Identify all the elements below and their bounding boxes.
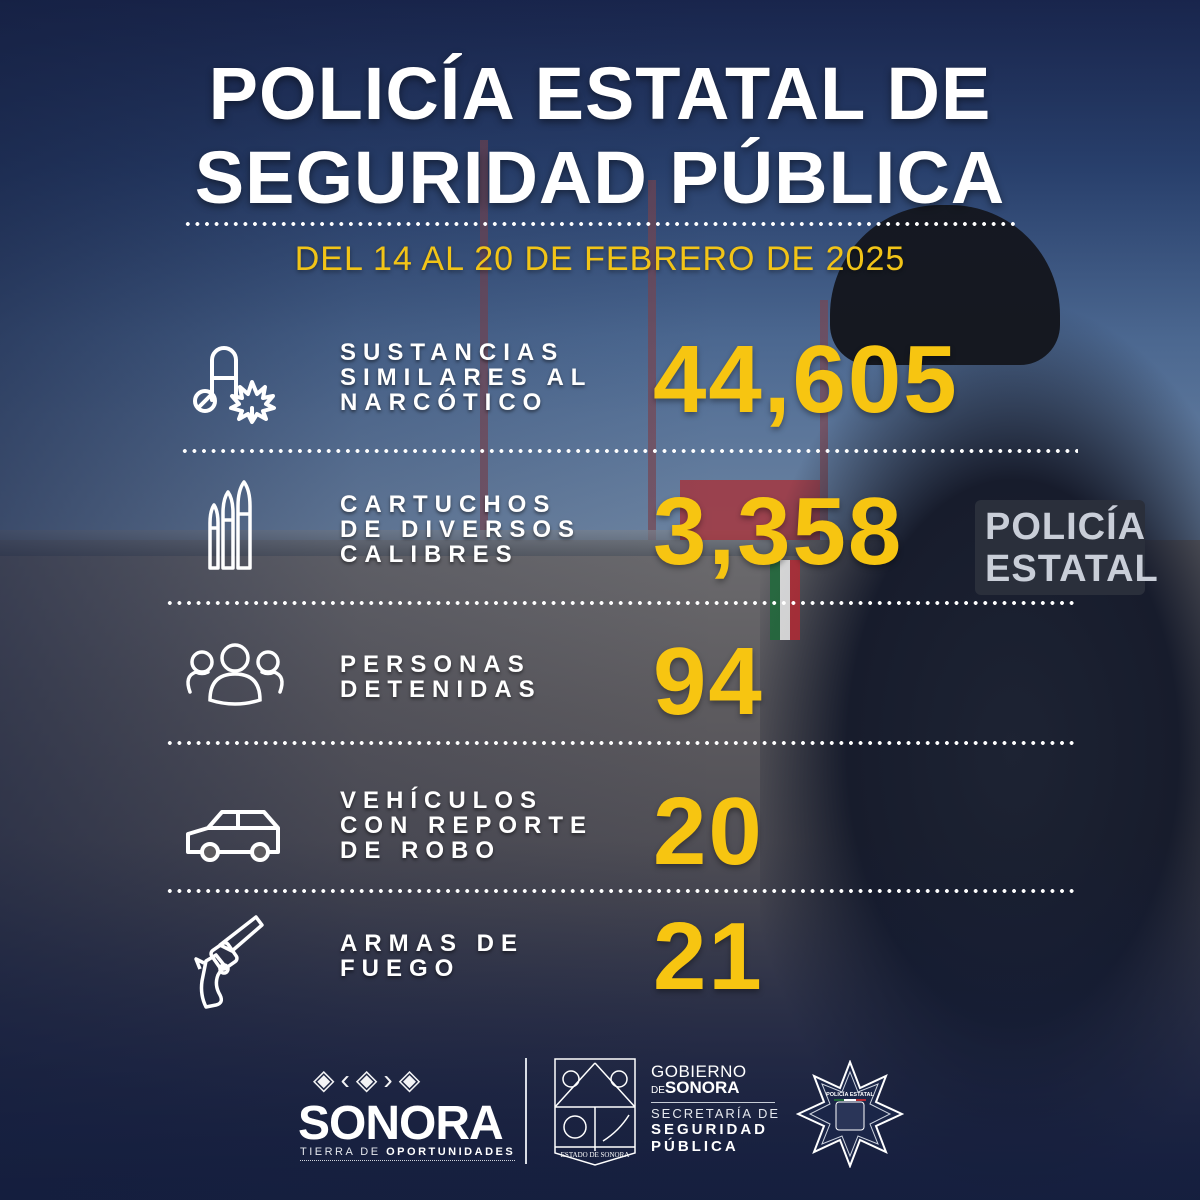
bullets-icon	[208, 480, 252, 570]
dotted-divider	[165, 741, 1078, 745]
car-icon	[186, 810, 280, 862]
title-line-2: SEGURIDAD PÚBLICA	[194, 136, 1006, 219]
stat-label-drugs: SUSTANCIAS SIMILARES AL NARCÓTICO	[340, 339, 593, 416]
drugs-icon	[193, 346, 276, 424]
sonora-wordmark: SONORA	[298, 1097, 504, 1150]
page-title: POLICÍA ESTATAL DE SEGURIDAD PÚBLICA	[0, 52, 1200, 220]
stat-value-firearms: 21	[653, 903, 764, 1010]
gobierno-line-2: DESONORA	[651, 1078, 740, 1097]
dotted-divider	[180, 449, 1078, 453]
stat-value-detained: 94	[653, 628, 764, 735]
stat-label-firearms: ARMAS DE FUEGO	[340, 930, 525, 982]
people-icon	[186, 643, 284, 706]
title-line-1: POLICÍA ESTATAL DE	[208, 52, 992, 135]
secretaria-line-2: SEGURIDAD	[651, 1121, 769, 1138]
stat-label-detained: PERSONAS DETENIDAS	[340, 651, 542, 703]
stat-value-vehicles: 20	[653, 778, 764, 885]
svg-text:ESTADO DE SONORA: ESTADO DE SONORA	[561, 1151, 630, 1159]
sonora-coat-of-arms-icon: ESTADO DE SONORA	[554, 1058, 636, 1166]
dotted-divider	[165, 601, 1078, 605]
logo-divider	[525, 1058, 527, 1164]
stat-value-drugs: 44,605	[653, 326, 959, 433]
secretaria-line-3: PÚBLICA	[651, 1138, 739, 1155]
stat-label-cartridges: CARTUCHOS DE DIVERSOS CALIBRES	[340, 491, 582, 568]
policia-estatal-badge-icon	[796, 1060, 904, 1168]
secretaria-line-1: SECRETARÍA DE	[651, 1106, 781, 1121]
dotted-divider	[183, 222, 1018, 226]
gobierno-underline	[651, 1102, 775, 1103]
stat-value-cartridges: 3,358	[653, 478, 904, 585]
revolver-icon	[194, 915, 264, 1009]
stat-label-vehicles: VEHÍCULOS CON REPORTE DE ROBO	[340, 787, 594, 864]
date-range: DEL 14 AL 20 DE FEBRERO DE 2025	[294, 240, 906, 278]
badge-text: POLICÍA ESTATAL	[826, 1092, 874, 1098]
gobierno-line-1: GOBIERNO	[651, 1062, 747, 1081]
sonora-pattern-logo: ◈‹◈›◈	[313, 1064, 427, 1095]
sonora-tagline: TIERRA DE OPORTUNIDADES	[300, 1146, 516, 1161]
dotted-divider	[165, 889, 1078, 893]
